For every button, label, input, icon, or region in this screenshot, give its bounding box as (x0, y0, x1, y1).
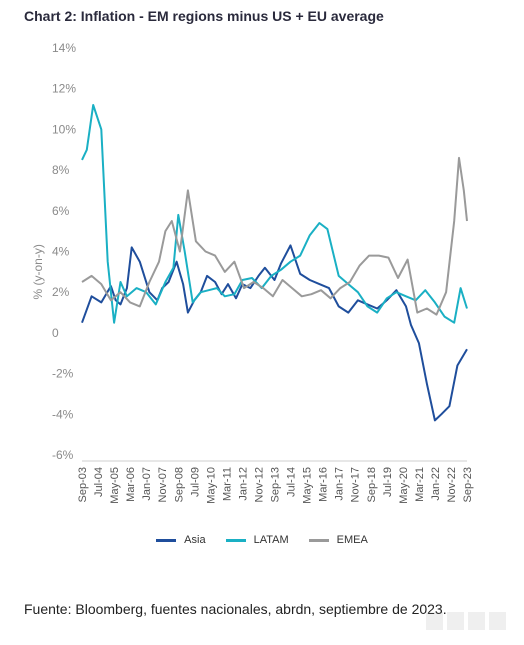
source-note: Fuente: Bloomberg, fuentes nacionales, a… (24, 601, 447, 617)
x-tick-label: Mar-21 (414, 467, 426, 502)
x-tick-label: Mar-16 (318, 467, 330, 502)
x-tick-label: Jul-14 (286, 467, 298, 497)
x-tick-label: Nov-12 (253, 467, 265, 502)
legend-swatch (156, 538, 177, 542)
x-tick-label: May-10 (205, 467, 217, 504)
x-tick-label: Sep-08 (173, 467, 185, 502)
legend-item-emea: EMEA (308, 534, 368, 546)
series-line-latam (81, 104, 468, 324)
x-tick-label: Jan-07 (141, 467, 153, 501)
chart-title: Chart 2: Inflation - EM regions minus US… (24, 8, 384, 24)
y-tick-label: 4% (52, 245, 70, 259)
watermark-logo (426, 612, 506, 630)
y-tick-label: -6% (52, 448, 74, 462)
x-tick-label: Jul-09 (189, 467, 201, 497)
x-tick-label: May-05 (109, 467, 121, 504)
x-tick-label: Mar-11 (221, 467, 233, 501)
legend-label: Asia (184, 534, 206, 546)
x-tick-label: Mar-06 (125, 467, 137, 502)
x-tick-label: Sep-18 (366, 467, 378, 502)
x-tick-label: Sep-23 (462, 467, 474, 502)
x-tick-label: Jul-19 (382, 467, 394, 497)
y-tick-label: 10% (52, 122, 76, 136)
x-tick-label: Nov-22 (446, 467, 458, 502)
y-tick-label: 14% (52, 41, 76, 55)
series-line-emea (81, 156, 468, 316)
legend-label: LATAM (253, 534, 289, 546)
x-tick-label: Jan-22 (430, 467, 442, 501)
legend-swatch (225, 538, 246, 542)
legend-item-asia: Asia (156, 534, 206, 546)
legend-label: EMEA (336, 534, 368, 546)
y-tick-label: 12% (52, 82, 76, 96)
y-tick-label: 0 (52, 326, 59, 340)
x-tick-label: Sep-03 (77, 467, 89, 502)
legend-item-latam: LATAM (225, 534, 289, 546)
y-tick-label: -2% (52, 367, 74, 381)
y-tick-label: 2% (52, 285, 70, 299)
x-tick-label: Nov-17 (350, 467, 362, 502)
x-tick-label: Nov-07 (157, 467, 169, 502)
legend-swatch (308, 538, 329, 542)
y-tick-label: 8% (52, 163, 70, 177)
x-tick-label: Jan-12 (237, 467, 249, 501)
y-tick-label: -4% (52, 407, 74, 421)
x-tick-label: May-20 (398, 467, 410, 504)
x-tick-label: Jul-04 (93, 467, 105, 497)
x-tick-label: Sep-13 (270, 467, 282, 502)
y-tick-label: 6% (52, 204, 70, 218)
x-tick-label: Jan-17 (334, 467, 346, 501)
y-axis-label: % (y-on-y) (31, 244, 45, 299)
x-tick-label: May-15 (302, 467, 314, 504)
chart-legend: Asia LATAM EMEA (0, 534, 524, 546)
